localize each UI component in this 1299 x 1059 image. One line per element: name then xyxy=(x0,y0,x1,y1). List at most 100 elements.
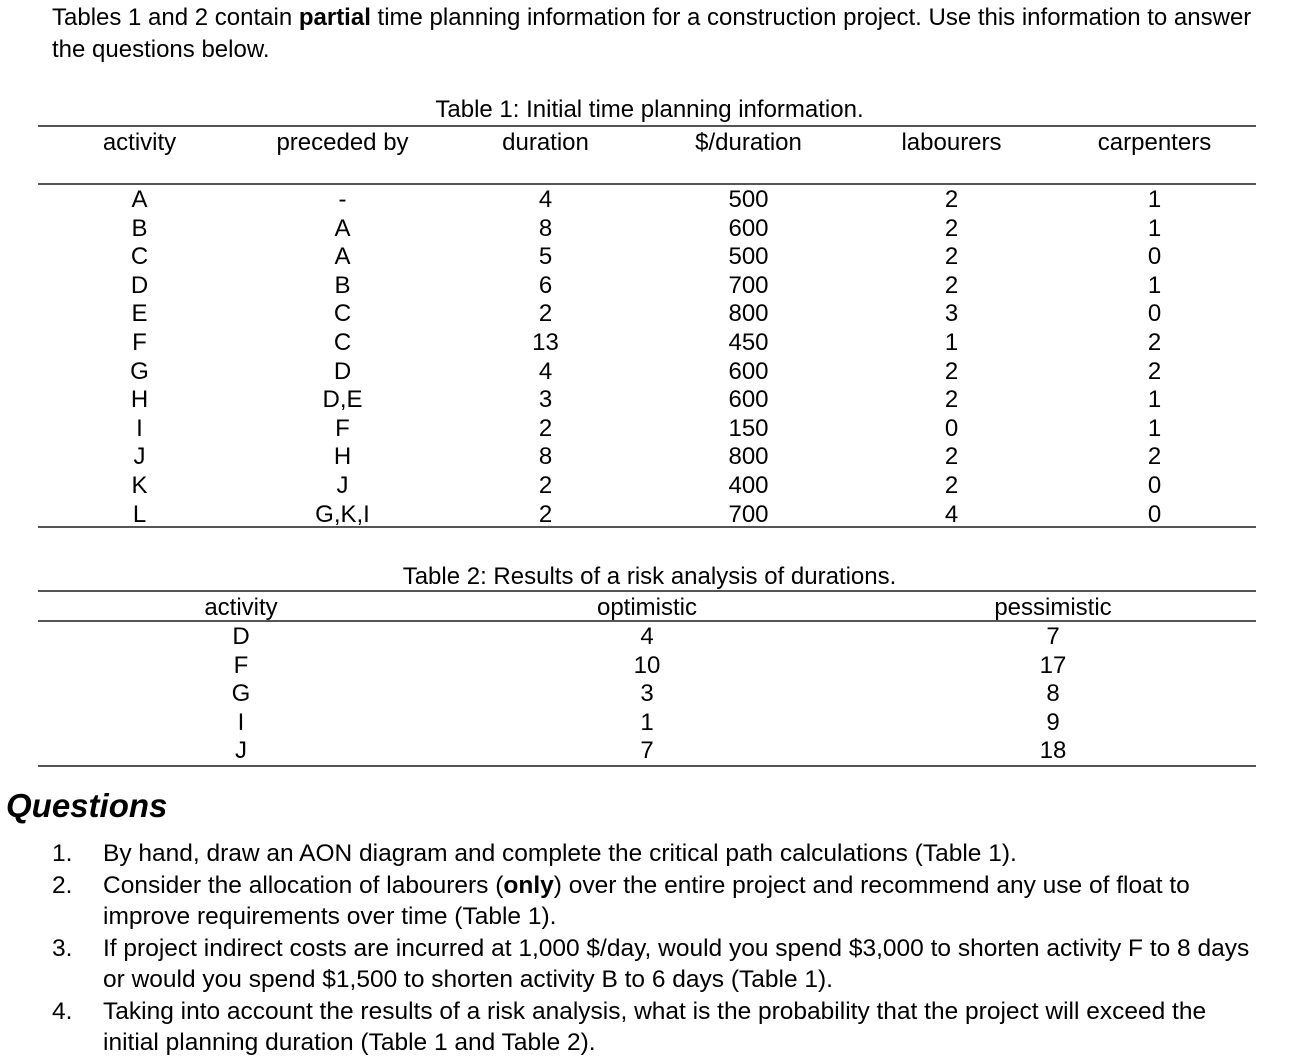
table-cell: 1 xyxy=(1147,214,1162,242)
intro-bold-text: partial xyxy=(298,4,371,31)
question-text-part: Taking into account the results of a ris… xyxy=(103,997,1207,1057)
table-cell: 2 xyxy=(1147,357,1162,385)
table-row: B A 8 600 2 1 xyxy=(38,215,1256,244)
table1-header: activity preceded by duration $/duration lab… xyxy=(38,129,1256,185)
table-cell: A xyxy=(334,214,351,242)
table-cell: C xyxy=(333,300,352,328)
table-row: K J 2 400 2 0 xyxy=(38,472,1256,501)
question-text-part: Consider the allocation of labourers ( xyxy=(103,871,504,899)
table-cell: C xyxy=(130,243,149,271)
question-number: 2. xyxy=(52,871,73,899)
column-header: preceded by xyxy=(276,129,409,156)
table-cell: 8 xyxy=(538,443,553,471)
column-header: activity xyxy=(102,129,177,156)
column-header: activity xyxy=(204,594,278,621)
table-cell: 800 xyxy=(728,300,769,328)
table-cell: 4 xyxy=(944,500,959,528)
table-cell: 2 xyxy=(1147,329,1162,356)
question-text: By hand, draw an AON diagram and complet… xyxy=(103,838,1252,870)
table-row: I F 2 150 0 1 xyxy=(38,415,1256,444)
table-cell: 400 xyxy=(728,472,769,499)
question-text-part: If project indirect costs are incurred a… xyxy=(103,934,1250,994)
table-cell: - xyxy=(338,186,347,213)
table-cell: 3 xyxy=(640,680,654,708)
table-cell: 0 xyxy=(1147,500,1162,528)
table-row: G 3 8 xyxy=(38,680,1256,709)
table-cell: 2 xyxy=(944,214,959,242)
table-cell: 2 xyxy=(538,300,553,328)
table-cell: A xyxy=(131,186,148,213)
table-row: A - 4 500 2 1 xyxy=(38,186,1256,215)
table-cell: F xyxy=(132,329,147,356)
table-cell: 3 xyxy=(538,386,553,414)
table-cell: 2 xyxy=(944,271,959,299)
table-cell: I xyxy=(136,414,143,442)
table-cell: 2 xyxy=(944,443,959,471)
table-cell: 1 xyxy=(1147,414,1162,442)
table-row: I 1 9 xyxy=(38,709,1256,738)
question-number: 1. xyxy=(52,840,73,867)
table-cell: J xyxy=(235,737,247,765)
table-cell: F xyxy=(335,414,350,442)
table-cell: 1 xyxy=(1147,386,1162,414)
column-header: carpenters xyxy=(1097,129,1212,156)
table-cell: 0 xyxy=(1147,243,1162,271)
table-cell: G xyxy=(231,680,251,708)
table-cell: 9 xyxy=(1046,708,1060,736)
intro-text-end: time planning information for a construc… xyxy=(52,4,1252,63)
table-cell: 2 xyxy=(944,186,959,213)
table-cell: 4 xyxy=(640,623,654,650)
table-row: J H 8 800 2 2 xyxy=(38,443,1256,472)
column-header: duration xyxy=(502,129,589,156)
table-cell: D xyxy=(232,623,250,650)
table-row: C A 5 500 2 0 xyxy=(38,243,1256,272)
table-cell: 1 xyxy=(1147,186,1162,213)
table-cell: 500 xyxy=(728,243,769,271)
table-cell: 1 xyxy=(1147,271,1162,299)
table-row: L G,K,I 2 700 4 0 xyxy=(38,501,1256,530)
table-cell: 2 xyxy=(1147,443,1162,471)
table-cell: H xyxy=(333,443,352,471)
table-cell: 8 xyxy=(538,214,553,242)
table-row: E C 2 800 3 0 xyxy=(38,300,1256,329)
table-cell: 2 xyxy=(944,357,959,385)
table-cell: 600 xyxy=(728,357,769,385)
table-cell: C xyxy=(333,329,352,356)
table1-caption: Table 1: Initial time planning informati… xyxy=(435,96,864,123)
table-row: H D,E 3 600 2 1 xyxy=(38,386,1256,415)
question-text-part: By hand, draw an AON diagram and complet… xyxy=(103,840,1017,867)
questions-list: 1. By hand, draw an AON diagram and compl… xyxy=(52,838,1252,1059)
table-cell: 500 xyxy=(728,186,769,213)
table-cell: 0 xyxy=(1147,472,1162,499)
column-header: $/duration xyxy=(695,129,802,156)
table-cell: 600 xyxy=(728,386,769,414)
table2-header-rule xyxy=(38,620,1256,622)
table-cell: 0 xyxy=(944,414,959,442)
table-cell: 2 xyxy=(538,500,553,528)
table-cell: H xyxy=(130,386,149,414)
table1-bottom-rule xyxy=(38,526,1256,528)
table2-caption: Table 2: Results of a risk analysis of d… xyxy=(402,563,897,590)
table-row: J 7 18 xyxy=(38,737,1256,766)
table1-top-rule xyxy=(38,125,1256,127)
table-row: D 4 7 xyxy=(38,623,1256,652)
table-cell: K xyxy=(131,472,148,499)
table-cell: J xyxy=(133,443,146,471)
table-cell: 0 xyxy=(1147,300,1162,328)
table-cell: 1 xyxy=(944,329,959,356)
table-cell: G,K,I xyxy=(315,500,370,528)
table-cell: 8 xyxy=(1046,680,1060,708)
table-cell: 7 xyxy=(1046,623,1060,650)
table-cell: D xyxy=(130,271,149,299)
question-text: If project indirect costs are incurred a… xyxy=(103,933,1252,996)
table-cell: D,E xyxy=(322,386,363,414)
table-cell: 4 xyxy=(538,357,553,385)
table-cell: 450 xyxy=(728,329,769,356)
questions-heading: Questions xyxy=(6,787,168,824)
table-cell: D xyxy=(333,357,352,385)
table-cell: B xyxy=(131,214,148,242)
question-number: 4. xyxy=(52,997,73,1025)
table-cell: 600 xyxy=(728,214,769,242)
table-row: D B 6 700 2 1 xyxy=(38,272,1256,301)
table-cell: 13 xyxy=(532,329,559,356)
